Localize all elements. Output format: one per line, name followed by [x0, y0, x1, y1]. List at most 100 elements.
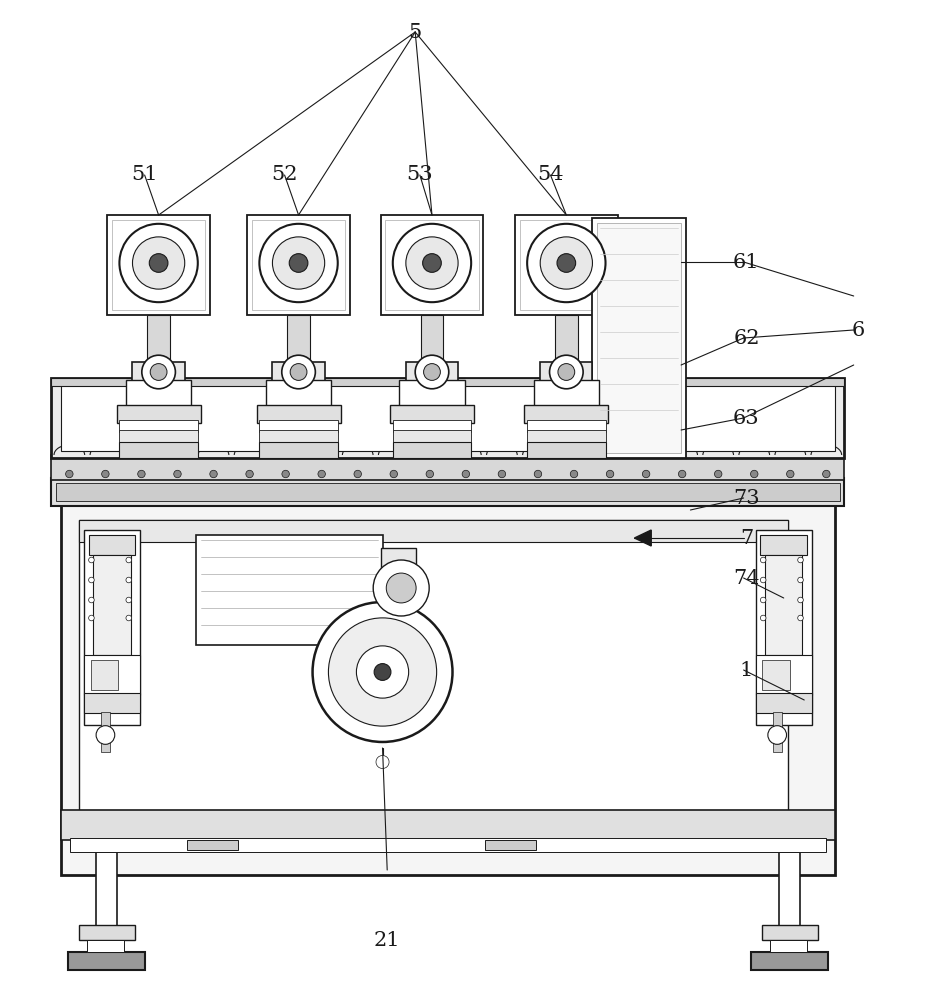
Polygon shape [634, 530, 651, 546]
Circle shape [373, 560, 429, 616]
Circle shape [823, 470, 830, 478]
Circle shape [760, 615, 766, 621]
Circle shape [498, 470, 506, 478]
Circle shape [798, 597, 803, 603]
Circle shape [132, 237, 185, 289]
Bar [399, 380, 465, 408]
Circle shape [760, 577, 766, 583]
Circle shape [750, 470, 758, 478]
Bar [762, 925, 818, 940]
Bar [393, 430, 471, 442]
Bar [259, 420, 338, 432]
Bar [68, 952, 145, 970]
Circle shape [557, 254, 576, 272]
Circle shape [768, 726, 787, 744]
Bar [524, 405, 608, 423]
Bar [527, 442, 606, 458]
Bar [393, 442, 471, 458]
Circle shape [374, 664, 391, 680]
Bar [756, 693, 812, 713]
Bar [84, 693, 140, 713]
Bar [79, 925, 135, 940]
Circle shape [150, 364, 167, 380]
Circle shape [246, 470, 254, 478]
Bar [597, 223, 681, 453]
Bar [119, 442, 198, 458]
Circle shape [102, 470, 109, 478]
Bar [84, 530, 140, 725]
Bar [61, 383, 835, 451]
Text: 54: 54 [537, 165, 564, 184]
Bar [51, 455, 844, 480]
Circle shape [272, 237, 325, 289]
Text: 1: 1 [740, 660, 753, 680]
Text: 61: 61 [733, 252, 759, 271]
Circle shape [174, 470, 181, 478]
Bar [266, 380, 331, 408]
Circle shape [462, 470, 469, 478]
Circle shape [787, 470, 794, 478]
Bar [87, 940, 124, 952]
Bar [61, 810, 835, 840]
Circle shape [798, 557, 803, 563]
Bar [132, 362, 185, 382]
Circle shape [313, 602, 453, 742]
Bar [272, 362, 325, 382]
Bar [252, 220, 345, 310]
Text: 6: 6 [852, 320, 865, 340]
Text: 7: 7 [740, 528, 753, 548]
Circle shape [65, 470, 73, 478]
Bar [527, 430, 606, 442]
Circle shape [558, 364, 575, 380]
Bar [70, 838, 826, 852]
Bar [762, 660, 790, 690]
Bar [79, 520, 788, 542]
Bar [84, 655, 140, 695]
Bar [385, 220, 479, 310]
Bar [381, 548, 416, 628]
Bar [107, 215, 210, 315]
Circle shape [318, 470, 326, 478]
Bar [96, 852, 117, 927]
Circle shape [424, 364, 440, 380]
Circle shape [289, 254, 308, 272]
Bar [51, 378, 844, 458]
Bar [540, 362, 592, 382]
Circle shape [535, 470, 542, 478]
Bar [527, 420, 606, 432]
Circle shape [259, 224, 338, 302]
Circle shape [282, 355, 315, 389]
Circle shape [149, 254, 168, 272]
Bar [51, 478, 844, 506]
Circle shape [119, 224, 198, 302]
Circle shape [760, 557, 766, 563]
Circle shape [376, 755, 389, 769]
Bar [756, 530, 812, 725]
Bar [187, 840, 238, 850]
Bar [101, 712, 110, 752]
Bar [770, 940, 807, 952]
Circle shape [606, 470, 614, 478]
Circle shape [798, 577, 803, 583]
Circle shape [282, 470, 289, 478]
Text: 53: 53 [407, 165, 433, 184]
Text: 62: 62 [733, 328, 759, 348]
Bar [779, 852, 800, 927]
Bar [287, 315, 310, 365]
Bar [765, 555, 802, 655]
Bar [89, 535, 135, 555]
Bar [592, 218, 686, 458]
Bar [51, 378, 844, 386]
Circle shape [798, 615, 803, 621]
Bar [406, 362, 458, 382]
Bar [119, 430, 198, 442]
Bar [117, 405, 201, 423]
Bar [112, 220, 205, 310]
Circle shape [210, 470, 217, 478]
Bar [119, 420, 198, 432]
Circle shape [570, 470, 578, 478]
Text: 74: 74 [733, 568, 759, 587]
Circle shape [126, 615, 132, 621]
Bar [147, 315, 170, 365]
Text: 5: 5 [409, 22, 422, 41]
